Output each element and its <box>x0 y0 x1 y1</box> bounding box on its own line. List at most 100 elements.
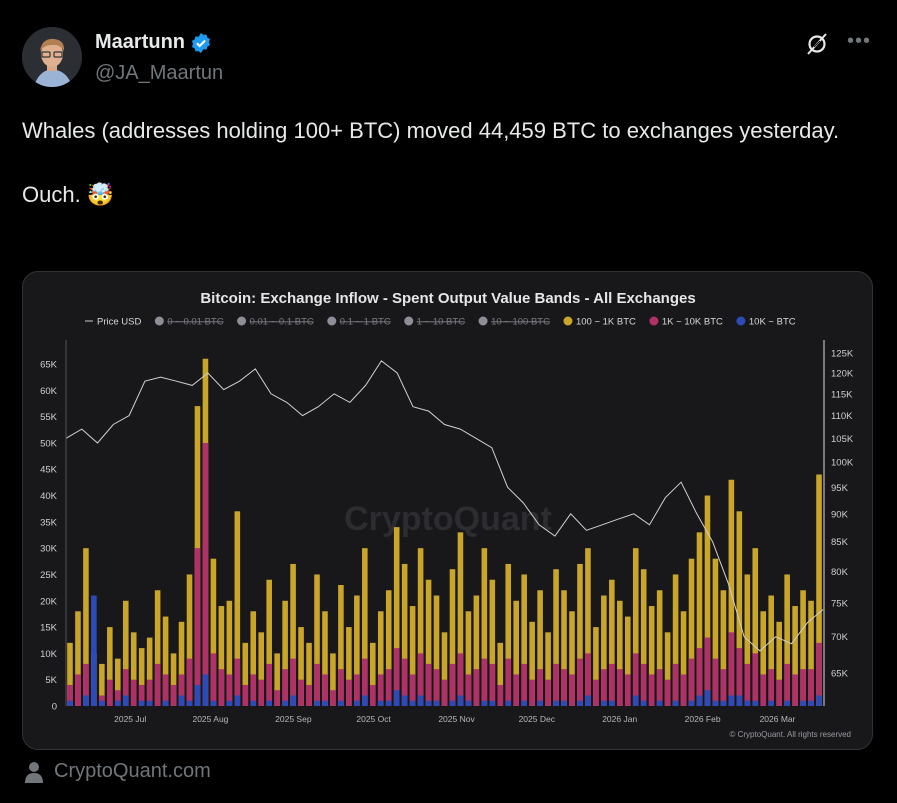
bar-10k-btc <box>465 700 472 706</box>
bar-1k-10k-btc <box>537 669 543 706</box>
bar-10k-btc <box>226 700 233 706</box>
bar-10k-btc <box>712 700 719 706</box>
bar-100-1k-btc <box>561 590 567 706</box>
bar-100-1k-btc <box>138 648 145 706</box>
x-tick: 2026 Mar <box>760 714 796 724</box>
bar-100-1k-btc <box>760 611 767 706</box>
bar-1k-10k-btc <box>186 658 193 706</box>
bar-10k-btc <box>784 700 790 706</box>
bar-10k-btc <box>800 700 806 706</box>
bar-1k-10k-btc <box>258 679 265 706</box>
bar-100-1k-btc <box>369 642 376 706</box>
bar-1k-10k-btc <box>656 669 663 706</box>
legend-dot-icon <box>154 316 164 326</box>
bar-1k-10k-btc <box>776 679 782 706</box>
bar-1k-10k-btc <box>242 684 249 706</box>
legend-label: 0.01 ~ 0.1 BTC <box>250 317 314 328</box>
bar-1k-10k-btc <box>385 669 392 706</box>
chart-card[interactable]: Bitcoin: Exchange Inflow - Spent Output … <box>22 271 873 750</box>
legend-item-8[interactable]: 10K ~ BTC <box>736 316 796 328</box>
legend-item-0[interactable]: Price USD <box>85 317 141 328</box>
bar-10k-btc <box>385 700 392 706</box>
bar-1k-10k-btc <box>728 632 735 706</box>
bar-1k-10k-btc <box>712 658 719 706</box>
bar-1k-10k-btc <box>449 663 456 706</box>
grok-button[interactable] <box>805 32 829 61</box>
bar-100-1k-btc <box>186 574 193 706</box>
bar-100-1k-btc <box>242 642 249 706</box>
bar-1k-10k-btc <box>720 669 727 706</box>
bar-100-1k-btc <box>154 590 161 706</box>
x-tick: 2025 Oct <box>356 714 391 724</box>
bar-100-1k-btc <box>569 611 575 706</box>
bar-1k-10k-btc <box>67 684 73 706</box>
bar-10k-btc <box>489 700 496 706</box>
bar-1k-10k-btc <box>561 669 567 706</box>
bar-10k-btc <box>91 595 97 706</box>
bar-100-1k-btc <box>170 653 177 706</box>
x-tick: 2025 Nov <box>438 714 475 724</box>
legend-label: Price USD <box>97 317 141 328</box>
legend-dot-icon <box>736 316 746 326</box>
bar-100-1k-btc <box>290 563 296 706</box>
legend-item-6[interactable]: 100 ~ 1K BTC <box>563 316 636 328</box>
legend-dot-icon <box>237 316 247 326</box>
bar-1k-10k-btc <box>768 669 774 706</box>
legend-dot-icon <box>327 316 337 326</box>
bar-10k-btc <box>314 700 320 706</box>
legend-label: 10 ~ 100 BTC <box>491 317 550 328</box>
legend-item-2[interactable]: 0.01 ~ 0.1 BTC <box>237 316 314 328</box>
bar-10k-btc <box>234 695 241 706</box>
legend-item-1[interactable]: 0 ~ 0.01 BTC <box>154 316 224 328</box>
legend-item-7[interactable]: 1K ~ 10K BTC <box>649 316 723 328</box>
legend-item-4[interactable]: 1 ~ 10 BTC <box>404 316 465 328</box>
author-handle[interactable]: @JA_Maartun <box>95 62 224 84</box>
bar-10k-btc <box>656 700 663 706</box>
bar-10k-btc <box>704 690 711 706</box>
author-name[interactable]: Maartunn <box>95 31 212 54</box>
bar-100-1k-btc <box>632 548 639 706</box>
bar-1k-10k-btc <box>784 663 790 706</box>
bar-100-1k-btc <box>433 595 440 706</box>
bar-100-1k-btc <box>784 574 790 706</box>
y-right-tick: 105K <box>831 434 854 445</box>
bar-100-1k-btc <box>457 532 464 706</box>
bar-10k-btc <box>362 695 368 706</box>
bar-10k-btc <box>632 695 639 706</box>
bar-100-1k-btc <box>593 627 599 706</box>
y-left-tick: 5K <box>45 675 57 686</box>
bar-1k-10k-btc <box>617 669 623 706</box>
bar-10k-btc <box>322 700 328 706</box>
bar-1k-10k-btc <box>632 653 639 706</box>
bar-100-1k-btc <box>226 600 233 706</box>
bar-10k-btc <box>250 700 257 706</box>
avatar[interactable] <box>22 27 82 87</box>
bar-10k-btc <box>115 700 121 706</box>
axes: 0 5K 10K 15K 20K 25K 30K 35K 40K 45K 50K 55K 60K 65K 6… <box>40 340 854 724</box>
bar-10k-btc <box>99 700 105 706</box>
y-right-tick: 115K <box>831 389 853 400</box>
bar-100-1k-btc <box>274 653 280 706</box>
x-tick: 2026 Jan <box>602 714 637 724</box>
bar-1k-10k-btc <box>75 674 81 706</box>
more-options-button[interactable]: ••• <box>847 30 871 53</box>
bar-100-1k-btc <box>401 563 408 706</box>
bar-1k-10k-btc <box>680 674 687 706</box>
bar-1k-10k-btc <box>577 658 583 706</box>
bar-100-1k-btc <box>704 495 711 706</box>
bar-100-1k-btc <box>441 632 448 706</box>
bar-10k-btc <box>744 700 751 706</box>
bar-100-1k-btc <box>250 611 257 706</box>
bar-1k-10k-btc <box>465 674 472 706</box>
bar-100-1k-btc <box>338 584 344 706</box>
card-source-link[interactable]: CryptoQuant.com <box>24 760 211 783</box>
bar-10k-btc <box>640 700 647 706</box>
bar-1k-10k-btc <box>640 663 647 706</box>
bar-100-1k-btc <box>736 511 743 706</box>
bar-100-1k-btc <box>497 642 504 706</box>
bar-1k-10k-btc <box>282 669 288 706</box>
legend-dot-icon <box>563 316 573 326</box>
legend-item-3[interactable]: 0.1 ~ 1 BTC <box>327 316 391 328</box>
bar-1k-10k-btc <box>585 653 591 706</box>
legend-item-5[interactable]: 10 ~ 100 BTC <box>478 316 551 328</box>
